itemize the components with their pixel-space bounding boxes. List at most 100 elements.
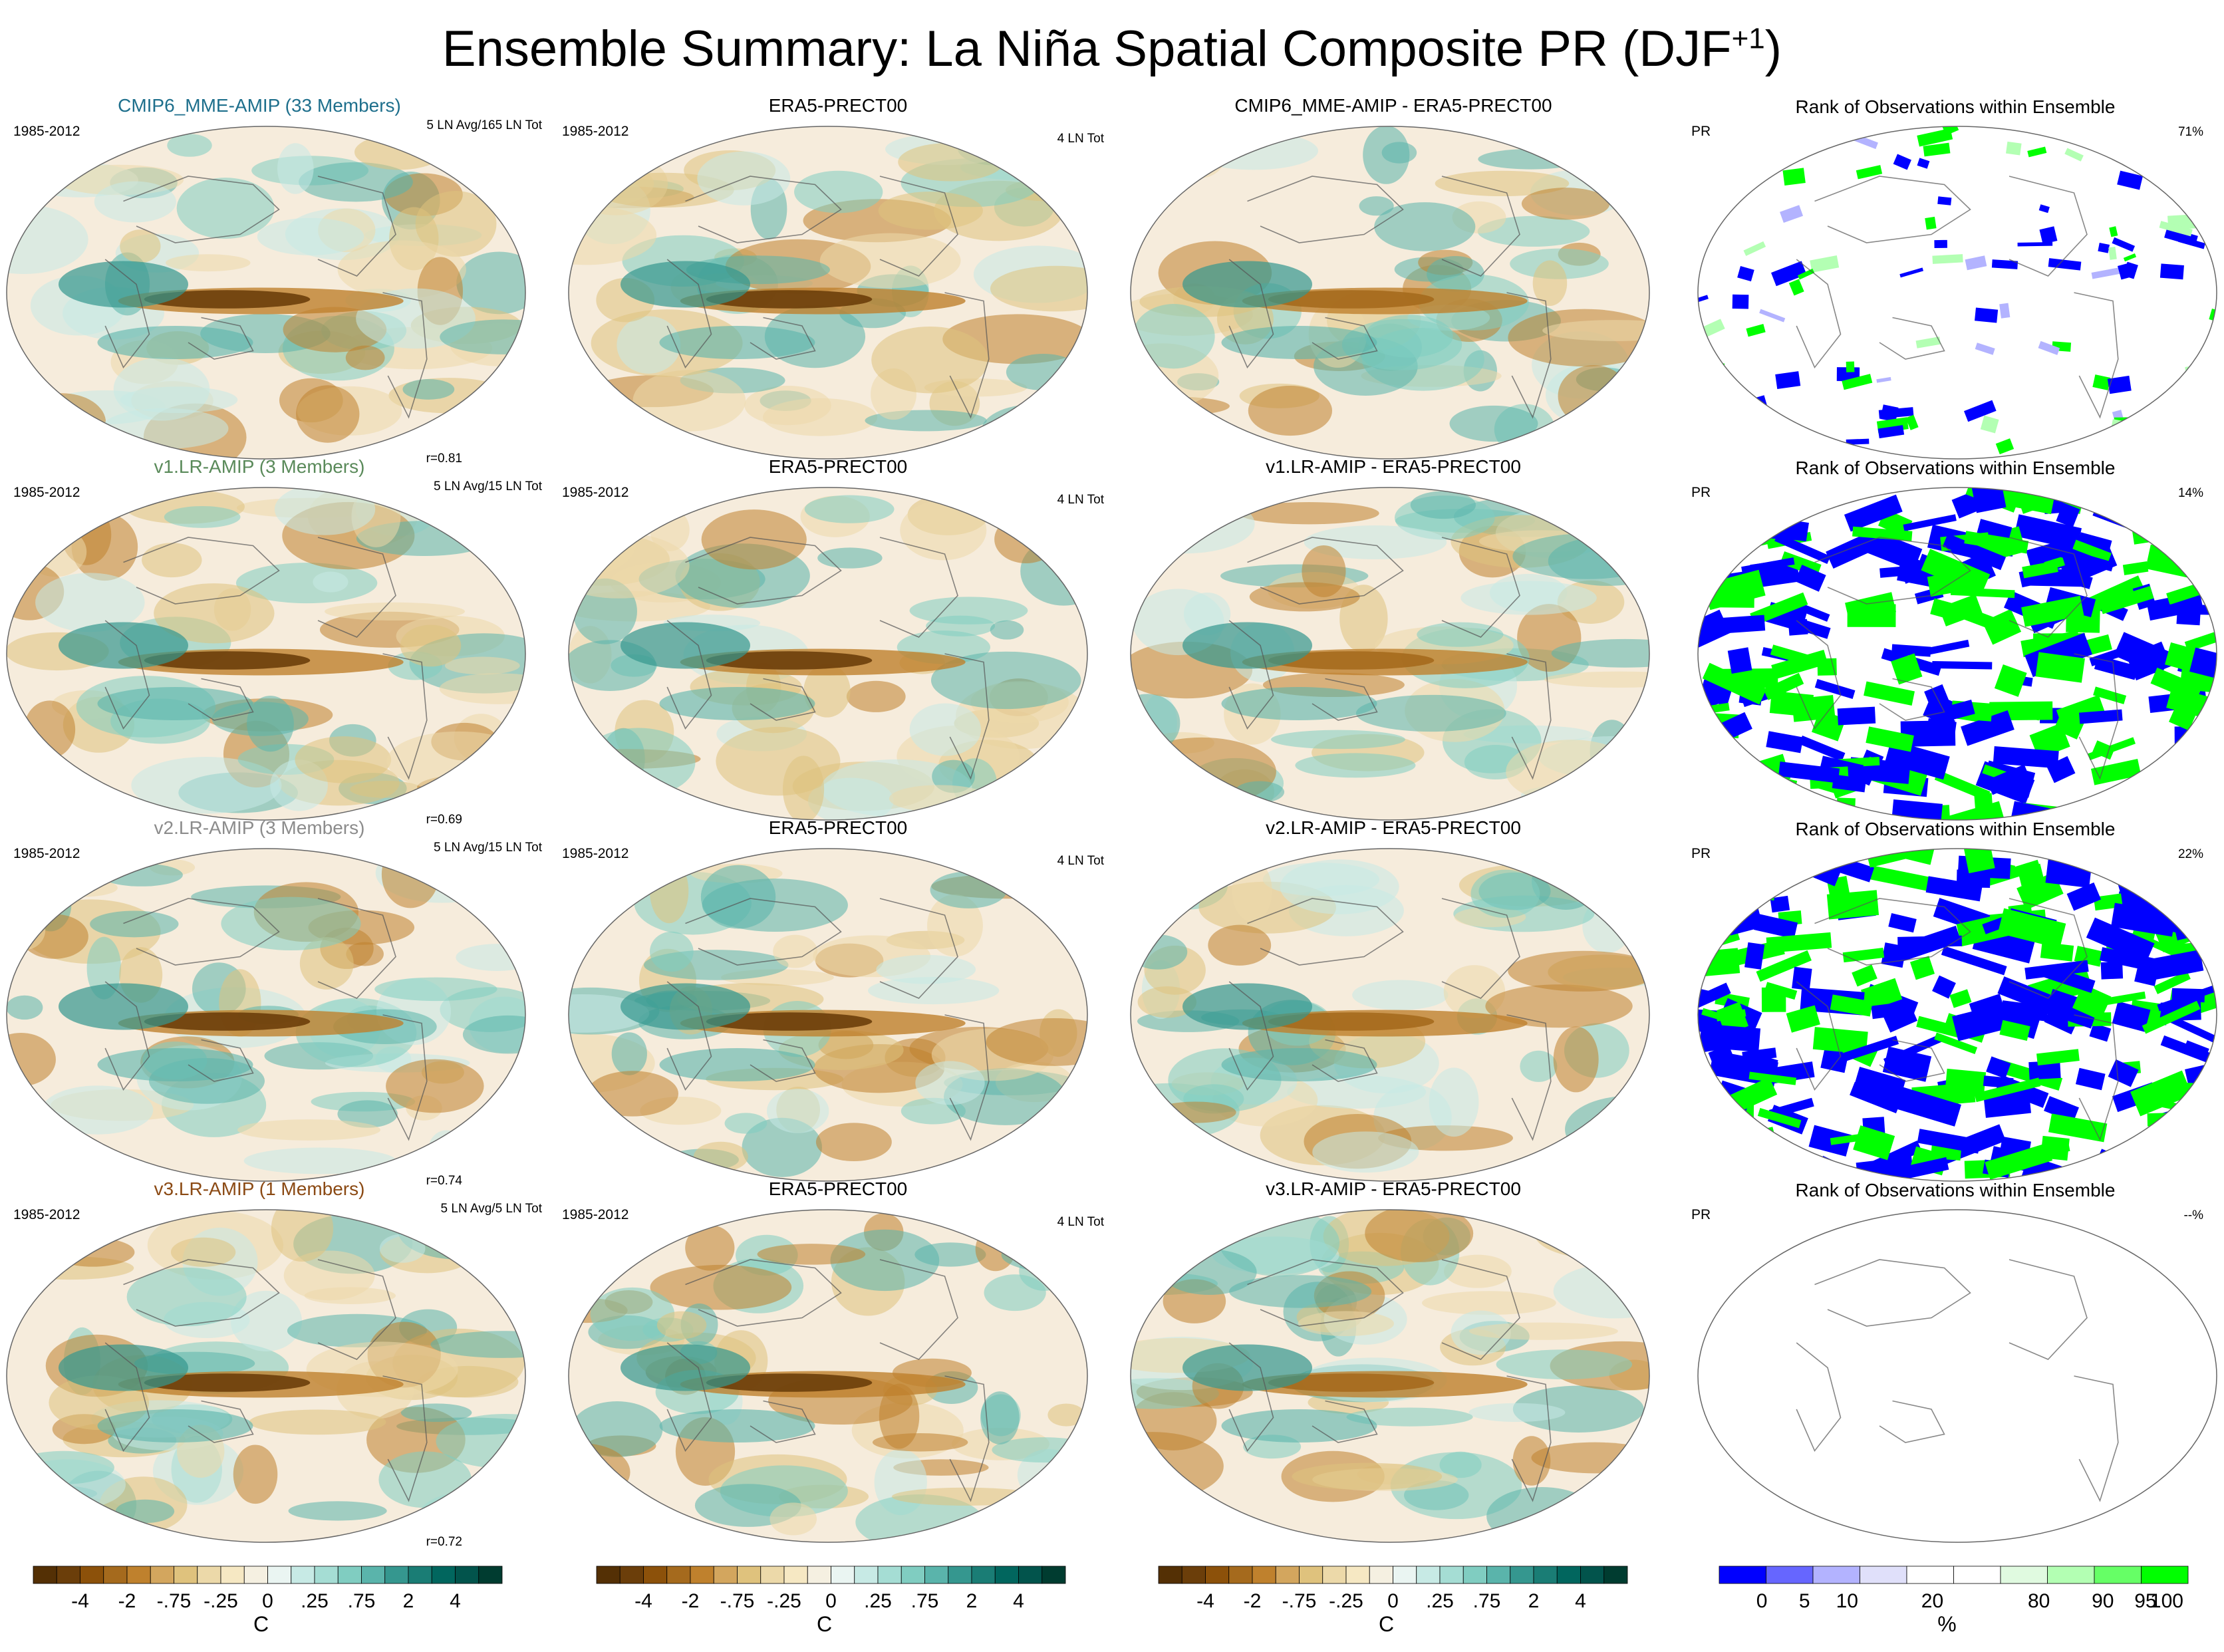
anomaly-blob: [7, 1032, 56, 1087]
colorbar-swatch: [1042, 1566, 1066, 1584]
rank-patch: [1870, 865, 1936, 893]
anomaly-blob: [1468, 1322, 1618, 1340]
colorbar-tick-label: .75: [1473, 1590, 1501, 1612]
anomaly-blob: [702, 879, 848, 932]
coastline-4: [1506, 1375, 1552, 1502]
rank-patch: [1727, 647, 1752, 674]
rank-patch: [2154, 970, 2191, 994]
coastline-2: [188, 317, 254, 360]
colorbar-swatch: [1205, 1566, 1230, 1584]
colorbar-swatch: [1252, 1566, 1276, 1584]
rank-patch: [2098, 243, 2110, 253]
colorbar-swatch: [2047, 1566, 2095, 1584]
rank-patch: [1974, 1077, 2041, 1103]
rank-patch: [1917, 158, 1930, 169]
colorbar-tick-label: 4: [450, 1590, 461, 1612]
coastline-2: [188, 1039, 254, 1082]
rank-patch: [2112, 1001, 2151, 1032]
colorbar-swatch: [1416, 1566, 1441, 1584]
anomaly-blob: [927, 894, 983, 957]
rank-patch: [2072, 539, 2112, 563]
coastline-4: [382, 292, 428, 419]
rank-patch: [2092, 374, 2111, 390]
rank-patch: [1932, 254, 1963, 264]
anomaly-blob: [1208, 924, 1272, 966]
anomaly-blob: [1520, 1050, 1558, 1082]
anomaly-blob: [18, 393, 106, 452]
coastline-4: [944, 1375, 990, 1502]
rank-patch: [1950, 587, 2015, 599]
map-border: [1130, 126, 1650, 460]
wet-maritime-continent: [1182, 261, 1312, 308]
coastline-3: [317, 537, 396, 638]
period-label: 1985-2012: [13, 1207, 80, 1222]
dry-tongue-core: [1268, 651, 1435, 670]
coastline-3: [317, 898, 396, 999]
anomaly-blob: [94, 181, 176, 223]
rank-patch: [2142, 777, 2180, 796]
rank-patch: [1794, 617, 1831, 639]
wet-maritime-continent: [1182, 1344, 1312, 1391]
rank-patch: [1798, 735, 1846, 761]
rank-patch: [1917, 128, 1953, 147]
rank-patch: [1852, 1066, 1906, 1104]
rank-patch: [1932, 661, 1993, 670]
rank-patch: [1925, 216, 1937, 230]
rank-patch: [1876, 376, 1891, 383]
rank-patch: [1952, 1004, 2006, 1041]
rank-patch: [1791, 695, 1836, 722]
anomaly-blob: [1417, 622, 1504, 647]
ensemble-info: 5 LN Avg/15 LN Tot: [434, 841, 543, 855]
coastline-0: [1814, 898, 1971, 966]
rank-patch: [1698, 915, 1715, 933]
anomaly-blob: [1346, 1407, 1473, 1427]
rank-patch: [1891, 799, 1943, 820]
coastline-3: [1441, 537, 1520, 638]
colorbar-swatch: [1860, 1566, 1907, 1584]
wet-maritime-continent: [1182, 622, 1312, 669]
rank-patch: [1770, 895, 1790, 913]
obs-title: ERA5-PRECT00: [769, 817, 908, 838]
coastline-2: [1312, 317, 1378, 360]
anomaly-blob: [100, 863, 183, 887]
anomaly-blob: [1249, 582, 1360, 612]
rank-patch: [2089, 1023, 2112, 1042]
colorbar-swatch: [1275, 1566, 1300, 1584]
anomaly-blob: [233, 1445, 278, 1504]
rank-patch: [1775, 371, 1801, 390]
rank-patch: [2188, 873, 2217, 901]
rank-patch: [2038, 341, 2060, 355]
anomaly-blob: [440, 319, 525, 354]
anomaly-blob: [7, 861, 105, 892]
anomaly-blob: [51, 879, 118, 897]
anomaly-blob: [803, 664, 851, 718]
rank-patch: [2185, 1083, 2217, 1093]
rank-patch: [2020, 630, 2081, 658]
ensemble-info: 5 LN Avg/165 LN Tot: [426, 118, 542, 132]
rank-patch: [1938, 801, 2005, 820]
obs-title: ERA5-PRECT00: [769, 95, 908, 116]
anomaly-blob: [1478, 149, 1585, 170]
anomaly-blob: [617, 316, 681, 374]
rank-patch: [2122, 561, 2149, 575]
colorbar-swatch: [1812, 1566, 1860, 1584]
anomaly-blob: [1443, 1254, 1512, 1288]
rank-patch: [1888, 912, 1917, 933]
map-border: [6, 126, 526, 460]
rank-patch: [2166, 604, 2215, 615]
rank-patch: [2088, 737, 2136, 761]
rank-patch: [1735, 779, 1788, 811]
obs-title: ERA5-PRECT00: [769, 456, 908, 477]
anomaly-blob: [1582, 898, 1632, 953]
coastline-0: [685, 176, 842, 243]
coastline-4: [2074, 292, 2119, 419]
anomaly-blob: [345, 345, 385, 370]
panel-observation-row3: ERA5-PRECT00 1985-2012 4 LN Tot: [562, 817, 1105, 1182]
anomaly-blob: [1229, 1275, 1372, 1308]
rank-patch: [1879, 566, 1907, 578]
rank-patch: [1985, 1143, 2053, 1180]
rank-patch: [1788, 279, 1804, 296]
pattern-correlation: r=0.69: [426, 813, 462, 827]
rank-patch: [1709, 615, 1766, 634]
rank-patch: [2046, 756, 2076, 783]
